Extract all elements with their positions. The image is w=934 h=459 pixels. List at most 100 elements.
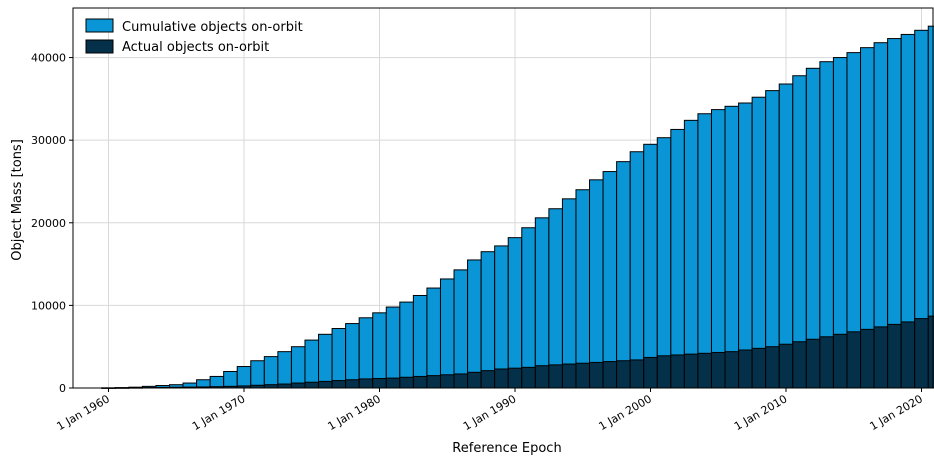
bar-actual xyxy=(616,360,631,389)
bar-cumulative xyxy=(290,346,306,389)
bar-actual xyxy=(670,354,685,389)
bar-cumulative xyxy=(710,109,726,389)
bar-cumulative xyxy=(331,328,347,389)
bar-cumulative xyxy=(250,360,265,389)
bar-actual xyxy=(439,374,455,389)
bar-cumulative xyxy=(643,143,658,389)
x-tick-label: 1 Jan 1980 xyxy=(325,392,383,433)
bar-cumulative xyxy=(223,370,238,389)
x-axis-title: Reference Epoch xyxy=(452,441,561,456)
bar-cumulative xyxy=(507,237,523,389)
bar-actual xyxy=(629,359,645,389)
bar-actual xyxy=(873,326,889,389)
bar-actual xyxy=(846,331,862,389)
bar-cumulative xyxy=(412,294,428,389)
bar-actual xyxy=(710,351,726,389)
bar-actual xyxy=(900,321,916,389)
bar-cumulative xyxy=(494,245,509,389)
bar-actual xyxy=(832,333,848,389)
bar-cumulative xyxy=(439,278,455,389)
legend-label-actual: Actual objects on-orbit xyxy=(122,40,269,55)
bar-actual xyxy=(480,370,496,389)
bar-actual xyxy=(765,346,780,389)
bar-actual xyxy=(318,380,333,389)
bar-cumulative xyxy=(629,151,645,389)
bar-actual xyxy=(494,368,509,389)
legend: Cumulative objects on-orbit Actual objec… xyxy=(85,18,303,55)
y-tick-label: 20000 xyxy=(31,217,66,230)
bar-cumulative xyxy=(548,208,563,389)
bar-cumulative xyxy=(602,171,618,389)
bar-actual xyxy=(860,328,875,389)
bar-cumulative xyxy=(236,366,252,389)
bar-actual xyxy=(304,381,320,389)
bar-actual xyxy=(589,361,604,389)
bars xyxy=(101,25,934,389)
bar-actual xyxy=(724,351,740,389)
legend-swatch-cumulative xyxy=(85,18,114,33)
bar-cumulative xyxy=(927,25,934,389)
bar-cumulative xyxy=(738,102,753,389)
bar-cumulative xyxy=(534,217,550,389)
bar-actual xyxy=(548,364,563,389)
y-tick-label: 0 xyxy=(59,382,66,395)
bar-actual xyxy=(534,365,550,389)
x-tick-label: 1 Jan 2020 xyxy=(867,392,925,433)
bar-actual xyxy=(927,315,934,389)
bar-actual xyxy=(887,323,902,389)
bar-actual xyxy=(345,379,360,389)
bar-cumulative xyxy=(561,198,577,389)
x-ticks: 1 Jan 1960 1 Jan 1970 1 Jan 1980 1 Jan 1990… xyxy=(54,388,925,433)
bar-cumulative xyxy=(589,179,604,389)
bar-cumulative xyxy=(697,113,712,389)
bar-actual xyxy=(331,380,347,389)
bar-cumulative xyxy=(277,351,292,389)
bar-actual xyxy=(792,341,807,389)
x-tick-label: 1 Jan 1960 xyxy=(54,392,112,433)
bar-cumulative xyxy=(616,161,631,389)
axes xyxy=(72,7,934,389)
y-axis-title: Object Mass [tons] xyxy=(10,139,25,261)
x-tick-label: 1 Jan 2000 xyxy=(596,392,654,433)
bar-cumulative xyxy=(683,119,699,389)
bar-actual xyxy=(575,362,591,389)
bar-actual xyxy=(805,338,821,389)
bar-cumulative xyxy=(521,227,536,389)
bar-actual xyxy=(561,363,577,389)
bar-actual xyxy=(290,382,306,389)
bar-actual xyxy=(467,371,482,389)
bar-actual xyxy=(372,378,387,389)
bar-actual xyxy=(426,375,441,389)
bar-cumulative xyxy=(453,269,469,389)
x-tick-label: 1 Jan 2010 xyxy=(732,392,790,433)
bar-cumulative xyxy=(778,83,794,389)
bar-cumulative xyxy=(575,189,591,389)
bar-actual xyxy=(602,361,618,389)
bar-actual xyxy=(412,375,428,389)
bar-cumulative xyxy=(385,306,401,389)
bar-actual xyxy=(697,352,712,389)
y-tick-label: 40000 xyxy=(31,52,66,65)
y-tick-label: 10000 xyxy=(31,299,66,312)
y-tick-label: 30000 xyxy=(31,134,66,147)
bar-actual xyxy=(507,367,523,389)
bar-cumulative xyxy=(656,137,672,389)
bar-cumulative xyxy=(345,323,360,389)
bar-cumulative xyxy=(318,333,333,389)
bar-actual xyxy=(656,355,672,389)
bar-cumulative xyxy=(304,339,320,389)
legend-label-cumulative: Cumulative objects on-orbit xyxy=(122,20,303,35)
bar-actual xyxy=(914,318,929,389)
bar-actual xyxy=(521,366,536,389)
bar-cumulative xyxy=(372,312,387,389)
bar-actual xyxy=(738,349,753,389)
bar-actual xyxy=(819,336,834,389)
x-tick-label: 1 Jan 1970 xyxy=(190,392,248,433)
bar-cumulative xyxy=(263,356,279,389)
bar-cumulative xyxy=(724,105,740,389)
plot-frame xyxy=(72,7,934,389)
y-ticks: 0 10000 20000 30000 40000 xyxy=(31,52,73,395)
bar-cumulative xyxy=(670,128,685,389)
bar-cumulative xyxy=(399,301,414,389)
